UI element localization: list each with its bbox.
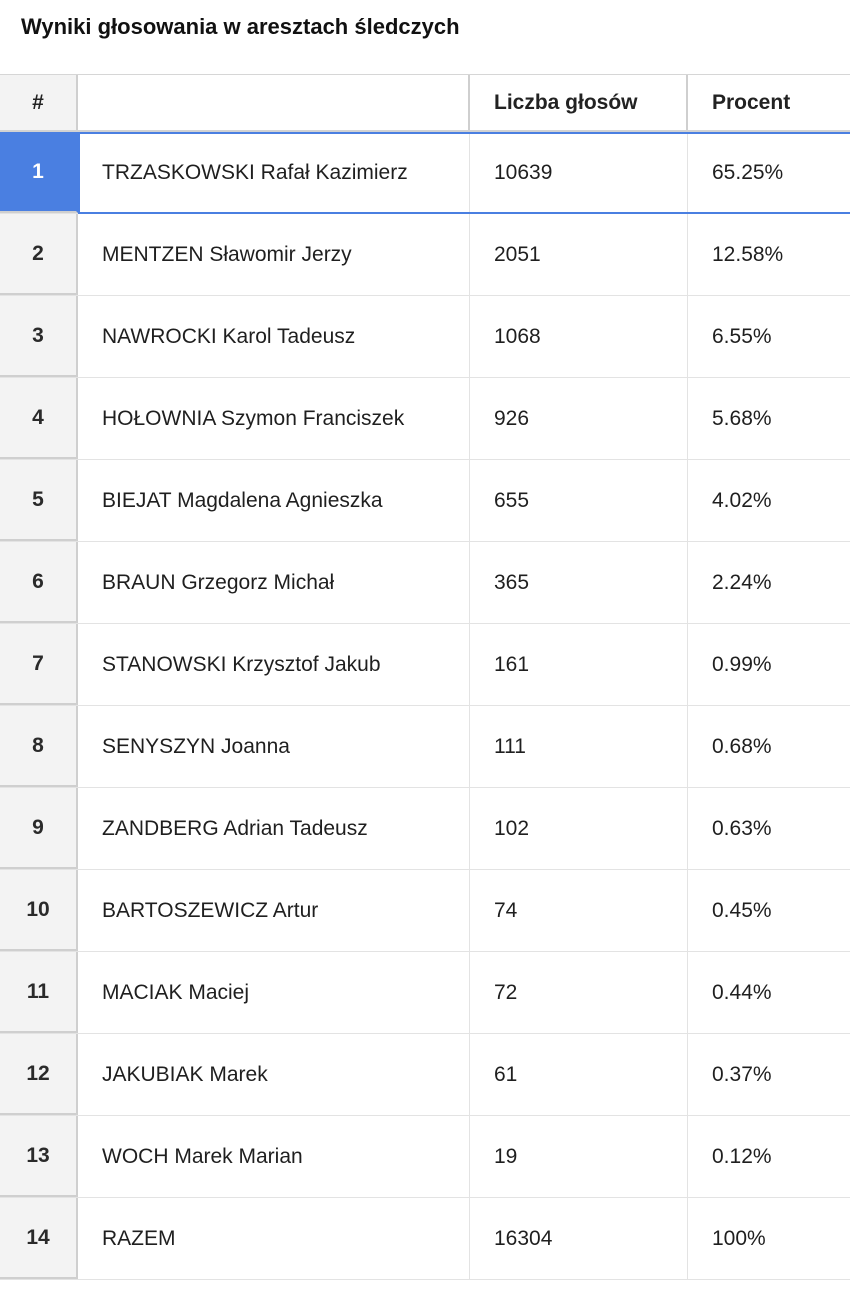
table-row[interactable]: 8 SENYSZYN Joanna 111 0.68%: [0, 706, 850, 788]
page-title: Wyniki głosowania w aresztach śledczych: [21, 14, 460, 39]
table-row[interactable]: 4 HOŁOWNIA Szymon Franciszek 926 5.68%: [0, 378, 850, 460]
table-header-row: # Liczba głosów Procent: [0, 74, 850, 132]
header-name[interactable]: [78, 75, 470, 130]
row-index-cell[interactable]: 6: [0, 542, 78, 623]
header-index[interactable]: #: [0, 75, 78, 130]
candidate-name-cell[interactable]: RAZEM: [78, 1198, 470, 1279]
percent-cell[interactable]: 4.02%: [712, 488, 772, 512]
percent-cell[interactable]: 0.45%: [712, 898, 772, 922]
percent-cell[interactable]: 0.99%: [712, 652, 772, 676]
votes-cell[interactable]: 72: [470, 952, 688, 1033]
table-row[interactable]: 7 STANOWSKI Krzysztof Jakub 161 0.99%: [0, 624, 850, 706]
table-row[interactable]: 14 RAZEM 16304 100%: [0, 1198, 850, 1280]
row-index-cell[interactable]: 12: [0, 1034, 78, 1115]
row-index-cell[interactable]: 13: [0, 1116, 78, 1197]
votes-cell[interactable]: 365: [470, 542, 688, 623]
candidate-name-cell[interactable]: NAWROCKI Karol Tadeusz: [78, 296, 470, 377]
votes-cell[interactable]: 19: [470, 1116, 688, 1197]
table-row[interactable]: 5 BIEJAT Magdalena Agnieszka 655 4.02%: [0, 460, 850, 542]
candidate-name-cell[interactable]: MACIAK Maciej: [78, 952, 470, 1033]
candidate-name-cell[interactable]: BRAUN Grzegorz Michał: [78, 542, 470, 623]
table-row[interactable]: 2 MENTZEN Sławomir Jerzy 2051 12.58%: [0, 214, 850, 296]
candidate-name-cell[interactable]: BARTOSZEWICZ Artur: [78, 870, 470, 951]
votes-cell[interactable]: 74: [470, 870, 688, 951]
table-row[interactable]: 9 ZANDBERG Adrian Tadeusz 102 0.63%: [0, 788, 850, 870]
percent-cell[interactable]: 5.68%: [712, 406, 772, 430]
votes-cell[interactable]: 2051: [470, 214, 688, 295]
row-index-cell[interactable]: 11: [0, 952, 78, 1033]
table-row[interactable]: 3 NAWROCKI Karol Tadeusz 1068 6.55%: [0, 296, 850, 378]
votes-cell[interactable]: 161: [470, 624, 688, 705]
row-index-cell[interactable]: 9: [0, 788, 78, 869]
table-row[interactable]: 1 TRZASKOWSKI Rafał Kazimierz 10639 65.25%: [0, 132, 850, 214]
votes-cell[interactable]: 926: [470, 378, 688, 459]
table-body: 1 TRZASKOWSKI Rafał Kazimierz 10639 65.25% 2…: [0, 132, 850, 1280]
row-index-cell[interactable]: 10: [0, 870, 78, 951]
candidate-name-cell[interactable]: HOŁOWNIA Szymon Franciszek: [78, 378, 470, 459]
candidate-name-cell[interactable]: SENYSZYN Joanna: [78, 706, 470, 787]
row-index-cell[interactable]: 4: [0, 378, 78, 459]
row-index-cell[interactable]: 1: [0, 132, 78, 213]
percent-cell[interactable]: 65.25%: [712, 160, 784, 184]
row-index-cell[interactable]: 14: [0, 1198, 78, 1279]
results-table: # Liczba głosów Procent 1 TRZASKOWSKI Raf…: [0, 74, 850, 1280]
row-index-cell[interactable]: 5: [0, 460, 78, 541]
candidate-name-cell[interactable]: WOCH Marek Marian: [78, 1116, 470, 1197]
votes-cell[interactable]: 1068: [470, 296, 688, 377]
header-votes[interactable]: Liczba głosów: [470, 75, 688, 130]
table-row[interactable]: 11 MACIAK Maciej 72 0.44%: [0, 952, 850, 1034]
percent-cell[interactable]: 0.37%: [712, 1062, 772, 1086]
row-index-cell[interactable]: 3: [0, 296, 78, 377]
votes-cell[interactable]: 102: [470, 788, 688, 869]
votes-cell[interactable]: 61: [470, 1034, 688, 1115]
percent-cell[interactable]: 2.24%: [712, 570, 772, 594]
table-row[interactable]: 10 BARTOSZEWICZ Artur 74 0.45%: [0, 870, 850, 952]
percent-cell[interactable]: 0.12%: [712, 1144, 772, 1168]
percent-cell[interactable]: 0.44%: [712, 980, 772, 1004]
votes-cell[interactable]: 10639: [470, 132, 688, 213]
candidate-name-cell[interactable]: STANOWSKI Krzysztof Jakub: [78, 624, 470, 705]
candidate-name-cell[interactable]: BIEJAT Magdalena Agnieszka: [78, 460, 470, 541]
percent-cell[interactable]: 12.58%: [712, 242, 784, 266]
row-index-cell[interactable]: 2: [0, 214, 78, 295]
table-row[interactable]: 6 BRAUN Grzegorz Michał 365 2.24%: [0, 542, 850, 624]
candidate-name-cell[interactable]: ZANDBERG Adrian Tadeusz: [78, 788, 470, 869]
percent-cell[interactable]: 0.63%: [712, 816, 772, 840]
votes-cell[interactable]: 655: [470, 460, 688, 541]
header-percent[interactable]: Procent: [712, 90, 791, 114]
table-row[interactable]: 12 JAKUBIAK Marek 61 0.37%: [0, 1034, 850, 1116]
candidate-name-cell[interactable]: TRZASKOWSKI Rafał Kazimierz: [78, 132, 470, 213]
row-index-cell[interactable]: 8: [0, 706, 78, 787]
candidate-name-cell[interactable]: JAKUBIAK Marek: [78, 1034, 470, 1115]
candidate-name-cell[interactable]: MENTZEN Sławomir Jerzy: [78, 214, 470, 295]
table-row[interactable]: 13 WOCH Marek Marian 19 0.12%: [0, 1116, 850, 1198]
percent-cell[interactable]: 0.68%: [712, 734, 772, 758]
percent-cell[interactable]: 6.55%: [712, 324, 772, 348]
percent-cell[interactable]: 100%: [712, 1226, 766, 1250]
votes-cell[interactable]: 16304: [470, 1198, 688, 1279]
votes-cell[interactable]: 111: [470, 706, 688, 787]
row-index-cell[interactable]: 7: [0, 624, 78, 705]
